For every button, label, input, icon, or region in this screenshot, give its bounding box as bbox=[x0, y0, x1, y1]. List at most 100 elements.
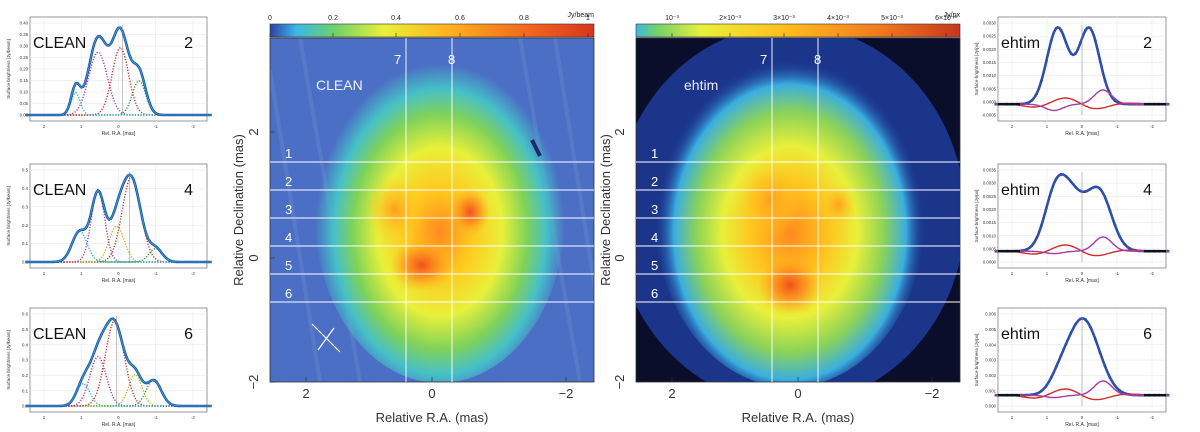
left-profile-panel-6: 0.0 0.1 0.2 0.3 0.4 0.5 0.6 2 1 0 -1 -2 Rel. R.A. [m… bbox=[6, 307, 212, 428]
profile-data-point bbox=[1113, 384, 1117, 387]
clean-warm-region bbox=[365, 175, 425, 245]
profile-xtick: 2 bbox=[1011, 124, 1014, 129]
ehtim-slice-lines: 1 2 3 4 5 6 7 8 bbox=[636, 38, 960, 382]
profile-data-point bbox=[1044, 384, 1048, 388]
profile-xtick: 1 bbox=[1046, 271, 1049, 276]
map-xtick-label: 0 bbox=[428, 386, 435, 401]
profile-ytick: 0.0005 bbox=[983, 86, 997, 91]
slice-row-label: 6 bbox=[651, 286, 658, 301]
profile-data-point bbox=[1123, 242, 1127, 246]
colorbar-tick-label: 5×10⁻³ bbox=[881, 15, 903, 22]
ehtim-hotspot-south bbox=[758, 255, 822, 315]
slice-row-label: 1 bbox=[285, 146, 292, 161]
profile-ytick: 0.6 bbox=[22, 312, 29, 317]
map-xtick-label: 2 bbox=[302, 386, 309, 401]
profile-method-label: CLEAN bbox=[33, 35, 86, 52]
profile-ytick: 0.0020 bbox=[983, 47, 997, 52]
profile-data-point bbox=[1108, 376, 1112, 379]
profile-ytick: 0.15 bbox=[20, 78, 29, 83]
profile-data-point bbox=[1093, 185, 1097, 189]
profile-ytick: 0.0015 bbox=[983, 60, 997, 65]
profile-xtick: -1 bbox=[154, 415, 158, 420]
profile-ylabel: Surface brightness [Jy/px] bbox=[974, 190, 979, 243]
profile-xlabel: Rel. R.A. [mas] bbox=[1065, 131, 1099, 137]
ehtim-map-xlabel: Relative R.A. (mas) bbox=[742, 410, 855, 425]
ehtim-map-ylabel: Relative Declination (mas) bbox=[598, 134, 613, 286]
profile-ytick: 0.30 bbox=[20, 44, 29, 49]
profile-data-point bbox=[1074, 185, 1078, 189]
profile-ytick: -0.0005 bbox=[981, 113, 996, 118]
profile-data-point bbox=[1089, 26, 1092, 30]
profile-xtick: -1 bbox=[154, 271, 158, 276]
profile-data-point bbox=[1093, 337, 1097, 341]
profile-xlabel: Rel. R.A. [mas] bbox=[102, 278, 136, 284]
profile-ytick: 0.0025 bbox=[983, 34, 997, 39]
clean-colorbar-unit: Jy/beam bbox=[568, 12, 595, 19]
profile-xtick: 2 bbox=[43, 124, 46, 129]
profile-ytick: 0.0 bbox=[22, 260, 29, 265]
profile-data-point bbox=[1098, 59, 1102, 63]
profile-data-point bbox=[1084, 318, 1087, 322]
profile-data-point bbox=[1084, 28, 1087, 32]
clean-dark-artifact bbox=[530, 139, 542, 157]
ehtim-warm-region bbox=[738, 160, 802, 240]
profile-data-point bbox=[1064, 342, 1068, 346]
profile-data-point bbox=[1093, 39, 1097, 42]
slice-row-label: 5 bbox=[285, 258, 292, 273]
colorbar-tick-label: 0.8 bbox=[519, 15, 529, 22]
slice-row-label: 3 bbox=[285, 202, 292, 217]
clean-beam-marker bbox=[311, 323, 341, 353]
profile-data-point bbox=[1113, 223, 1117, 227]
profile-data-point bbox=[1044, 206, 1048, 210]
profile-ytick: 0.0020 bbox=[983, 207, 997, 212]
colorbar-tick-label: 3×10⁻³ bbox=[773, 15, 795, 22]
profile-data-point bbox=[1064, 174, 1068, 178]
profile-ytick: 0.20 bbox=[20, 67, 29, 72]
profile-xtick: -1 bbox=[1115, 124, 1119, 129]
profile-slice-number: 6 bbox=[1143, 326, 1152, 343]
profile-data-point bbox=[1069, 51, 1073, 55]
profile-data-point bbox=[1118, 389, 1122, 393]
clean-hotspot-south bbox=[390, 239, 454, 291]
clean-map: 0 0.2 0.4 0.6 0.8 1 Jy/beam CLEAN 1 2 3 4 5 6 7 8 2 0… bbox=[231, 12, 595, 425]
ehtim-map: 10⁻³ 2×10⁻³ 3×10⁻³ 4×10⁻³ 5×10⁻³ 6×10⁻³ Jy/px… bbox=[598, 12, 960, 425]
profile-data-point bbox=[1049, 189, 1053, 193]
profile-xtick: 1 bbox=[80, 415, 83, 420]
clean-emission-envelope bbox=[315, 47, 565, 382]
right-profile-panel-2: -0.0005 0.0000 0.0005 0.0010 0.0015 0.0020 0.0… bbox=[974, 16, 1170, 137]
profile-ytick: 0.0035 bbox=[983, 168, 997, 173]
profile-ytick: 0.0005 bbox=[983, 246, 997, 251]
profile-data-point bbox=[1079, 317, 1082, 321]
profile-data-point bbox=[1103, 196, 1107, 199]
slice-column-label: 8 bbox=[448, 52, 455, 67]
profile-ytick: 0.5 bbox=[22, 327, 29, 332]
profile-method-label: CLEAN bbox=[33, 326, 86, 343]
profile-xtick: 0 bbox=[117, 124, 120, 129]
profile-data-point bbox=[1059, 28, 1063, 32]
profile-data-point bbox=[1054, 365, 1058, 369]
profile-ytick: 0.1 bbox=[22, 241, 29, 246]
profile-xtick: 2 bbox=[43, 415, 46, 420]
clean-profile-panels: 0.000.050.100.150.200.250.300.350.402 1 0-… bbox=[6, 16, 212, 428]
slice-row-label: 4 bbox=[285, 230, 292, 245]
colorbar-tick-label: 0.2 bbox=[328, 15, 338, 22]
profile-ytick: 0.0010 bbox=[983, 73, 997, 78]
profile-data-point bbox=[1054, 177, 1058, 181]
slice-row-label: 2 bbox=[651, 174, 658, 189]
map-ytick-label: −2 bbox=[612, 375, 627, 390]
profile-ytick: 0.000 bbox=[985, 404, 996, 409]
profile-ytick: 0.2 bbox=[22, 223, 29, 228]
profile-data-point bbox=[1069, 180, 1073, 183]
profile-ytick: 0.0010 bbox=[983, 233, 997, 238]
profile-ytick: 0.0 bbox=[22, 404, 29, 409]
profile-data-point bbox=[1103, 79, 1107, 83]
profile-data-point bbox=[1089, 325, 1092, 329]
map-xtick-label: −2 bbox=[559, 386, 574, 401]
clean-map-ylabel: Relative Declination (mas) bbox=[231, 134, 246, 286]
ehtim-map-label: ehtim bbox=[684, 77, 718, 93]
profile-data-point bbox=[1074, 51, 1078, 55]
profile-ytick: 0.004 bbox=[985, 342, 996, 347]
profile-method-label: ehtim bbox=[1001, 182, 1040, 199]
profile-xtick: -2 bbox=[1150, 415, 1154, 420]
colorbar-tick-label: 2×10⁻³ bbox=[719, 15, 741, 22]
